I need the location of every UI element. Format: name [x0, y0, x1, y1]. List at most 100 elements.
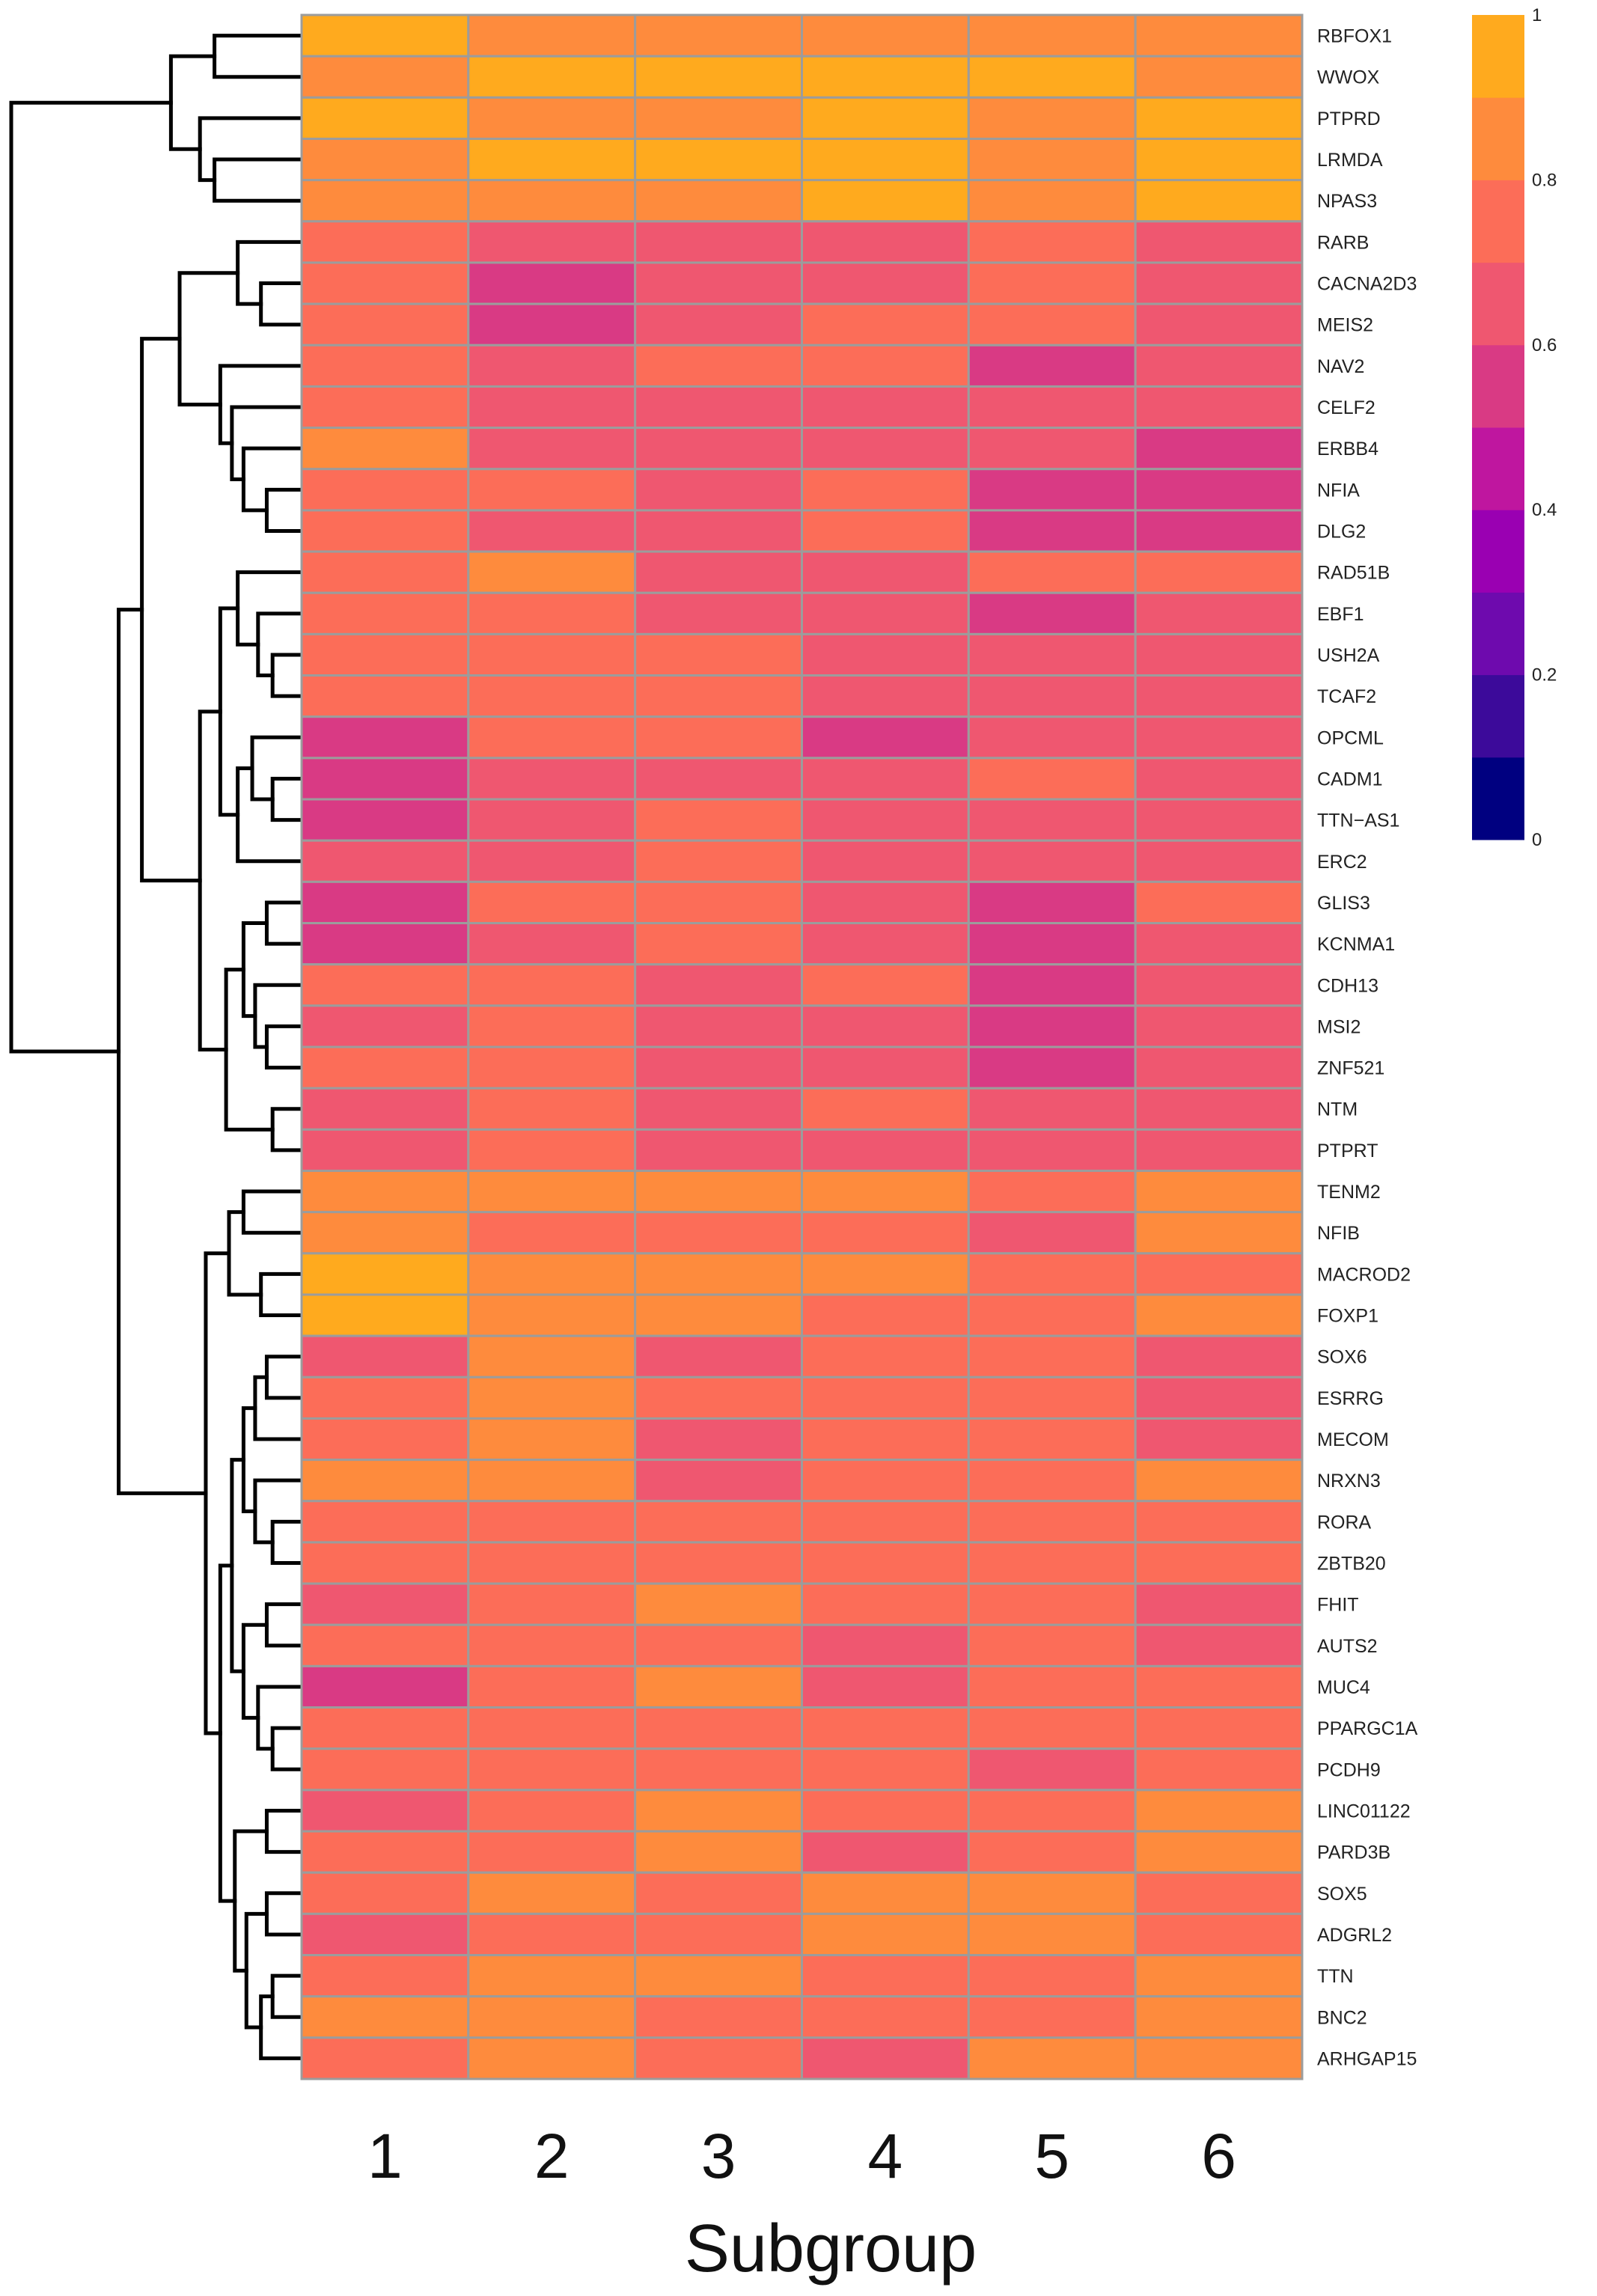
row-label-sox6: SOX6 [1317, 1347, 1367, 1368]
heatmap-cell-lrmda-1 [300, 137, 470, 182]
heatmap-cell-erbb4-5 [967, 427, 1137, 471]
heatmap-cell-opcml-3 [634, 715, 804, 760]
legend-tick-0-2: 0.2 [1532, 665, 1557, 686]
heatmap-cell-rbfox1-6 [1134, 13, 1304, 58]
x-axis-title: Subgroup [685, 2211, 977, 2286]
row-label-fhit: FHIT [1317, 1595, 1359, 1616]
column-label-5: 5 [1034, 2121, 1069, 2191]
heatmap-cell-ttn-2 [467, 1954, 637, 1998]
heatmap-cell-kcnma1-6 [1134, 922, 1304, 966]
heatmap-cell-auts2-2 [467, 1623, 637, 1667]
color-legend: 1 0.8 0.6 0.4 0.2 0 [1472, 5, 1557, 850]
dendrogram-branch-3 [168, 54, 217, 151]
heatmap-cell-tcaf2-4 [801, 674, 970, 718]
heatmap-cell-sox5-1 [300, 1871, 470, 1915]
row-dendrogram [9, 34, 304, 2060]
row-label-ttn: TTN [1317, 1966, 1354, 1987]
heatmap-cell-auts2-4 [801, 1623, 970, 1667]
heatmap-cell-rbfox1-1 [300, 13, 470, 58]
heatmap-cell-bnc2-4 [801, 1995, 970, 2039]
heatmap-cell-erc2-6 [1134, 839, 1304, 883]
heatmap-cell-meis2-5 [967, 302, 1137, 346]
heatmap-cell-cdh13-3 [634, 963, 804, 1007]
heatmap-cell-cacna2d3-3 [634, 261, 804, 305]
heatmap-cell-meis2-1 [300, 302, 470, 346]
heatmap-cell-muc4-2 [467, 1664, 637, 1709]
heatmap-cell-ppargc1a-1 [300, 1706, 470, 1750]
heatmap-cell-linc01122-3 [634, 1789, 804, 1833]
row-label-pard3b: PARD3B [1317, 1842, 1390, 1863]
row-label-wwox: WWOX [1317, 67, 1380, 88]
heatmap-cell-tenm2-6 [1134, 1169, 1304, 1214]
dendrogram-branch-14 [270, 776, 304, 822]
row-label-esrrg: ESRRG [1317, 1388, 1384, 1409]
heatmap-cell-wwox-6 [1134, 55, 1304, 99]
heatmap-cell-znf521-1 [300, 1045, 470, 1090]
heatmap-cell-ptprt-2 [467, 1128, 637, 1172]
heatmap-cell-kcnma1-1 [300, 922, 470, 966]
heatmap-cell-nfia-5 [967, 468, 1137, 512]
heatmap-cell-tenm2-4 [801, 1169, 970, 1214]
heatmap-cell-zbtb20-1 [300, 1541, 470, 1585]
heatmap-cell-opcml-1 [300, 715, 470, 760]
row-label-linc01122: LINC01122 [1317, 1801, 1411, 1822]
row-label-npas3: NPAS3 [1317, 191, 1377, 212]
heatmap-cell-cadm1-2 [467, 757, 637, 801]
heatmap-cell-foxp1-3 [634, 1293, 804, 1337]
heatmap-cell-arhgap15-2 [467, 2036, 637, 2080]
heatmap-cell-auts2-6 [1134, 1623, 1304, 1667]
heatmap-cell-adgrl2-5 [967, 1912, 1137, 1957]
row-label-msi2: MSI2 [1317, 1016, 1361, 1037]
heatmap-cell-cdh13-6 [1134, 963, 1304, 1007]
heatmap-cells [300, 13, 1304, 2080]
row-label-nrxn3: NRXN3 [1317, 1471, 1381, 1492]
dendrogram-branch-4 [259, 281, 304, 327]
dendrogram-branch-46 [204, 1251, 231, 1735]
heatmap-cell-linc01122-1 [300, 1789, 470, 1833]
heatmap-cell-glis3-5 [967, 880, 1137, 925]
heatmap-cell-fhit-4 [801, 1582, 970, 1626]
legend-swatch-9 [1472, 15, 1524, 98]
heatmap-cell-bnc2-1 [300, 1995, 470, 2039]
dendrogram-branch-20 [253, 983, 304, 1049]
heatmap-cell-tcaf2-1 [300, 674, 470, 718]
heatmap-cell-znf521-5 [967, 1045, 1137, 1090]
heatmap-cell-nrxn3-1 [300, 1459, 470, 1503]
row-label-opcml: OPCML [1317, 727, 1384, 748]
dendrogram-branch-40 [264, 1891, 304, 1937]
heatmap-cell-ntm-6 [1134, 1087, 1304, 1131]
heatmap-cell-erbb4-1 [300, 427, 470, 471]
heatmap-cell-nfia-4 [801, 468, 970, 512]
row-label-sox5: SOX5 [1317, 1884, 1367, 1905]
row-label-nfia: NFIA [1317, 480, 1360, 501]
heatmap-cell-ptprd-3 [634, 96, 804, 140]
heatmap-cell-kcnma1-2 [467, 922, 637, 966]
heatmap-cell-nfib-6 [1134, 1211, 1304, 1255]
dendrogram-branch-44 [233, 1829, 269, 1973]
heatmap-cell-ppargc1a-3 [634, 1706, 804, 1750]
heatmap-cell-meis2-4 [801, 302, 970, 346]
heatmap-cell-celf2-1 [300, 385, 470, 430]
row-label-nav2: NAV2 [1317, 356, 1364, 377]
heatmap-cell-glis3-6 [1134, 880, 1304, 925]
heatmap-cell-sox6-3 [634, 1334, 804, 1378]
row-label-muc4: MUC4 [1317, 1677, 1370, 1698]
heatmap-cell-sox5-2 [467, 1871, 637, 1915]
heatmap-cell-cadm1-5 [967, 757, 1137, 801]
heatmap-cell-ebf1-3 [634, 591, 804, 635]
heatmap-cell-nrxn3-3 [634, 1459, 804, 1503]
heatmap-cell-linc01122-5 [967, 1789, 1137, 1833]
heatmap-cell-lrmda-2 [467, 137, 637, 182]
heatmap-cell-wwox-2 [467, 55, 637, 99]
heatmap-cell-opcml-6 [1134, 715, 1304, 760]
heatmap-cell-sox6-6 [1134, 1334, 1304, 1378]
heatmap-cell-rad51b-3 [634, 550, 804, 594]
row-label-zbtb20: ZBTB20 [1317, 1554, 1386, 1575]
dendrogram-branch-30 [253, 1375, 304, 1441]
heatmap-cell-nrxn3-4 [801, 1459, 970, 1503]
heatmap-cell-cdh13-4 [801, 963, 970, 1007]
heatmap-cell-nfib-4 [801, 1211, 970, 1255]
heatmap-cell-tcaf2-3 [634, 674, 804, 718]
heatmap-cell-msi2-3 [634, 1004, 804, 1048]
